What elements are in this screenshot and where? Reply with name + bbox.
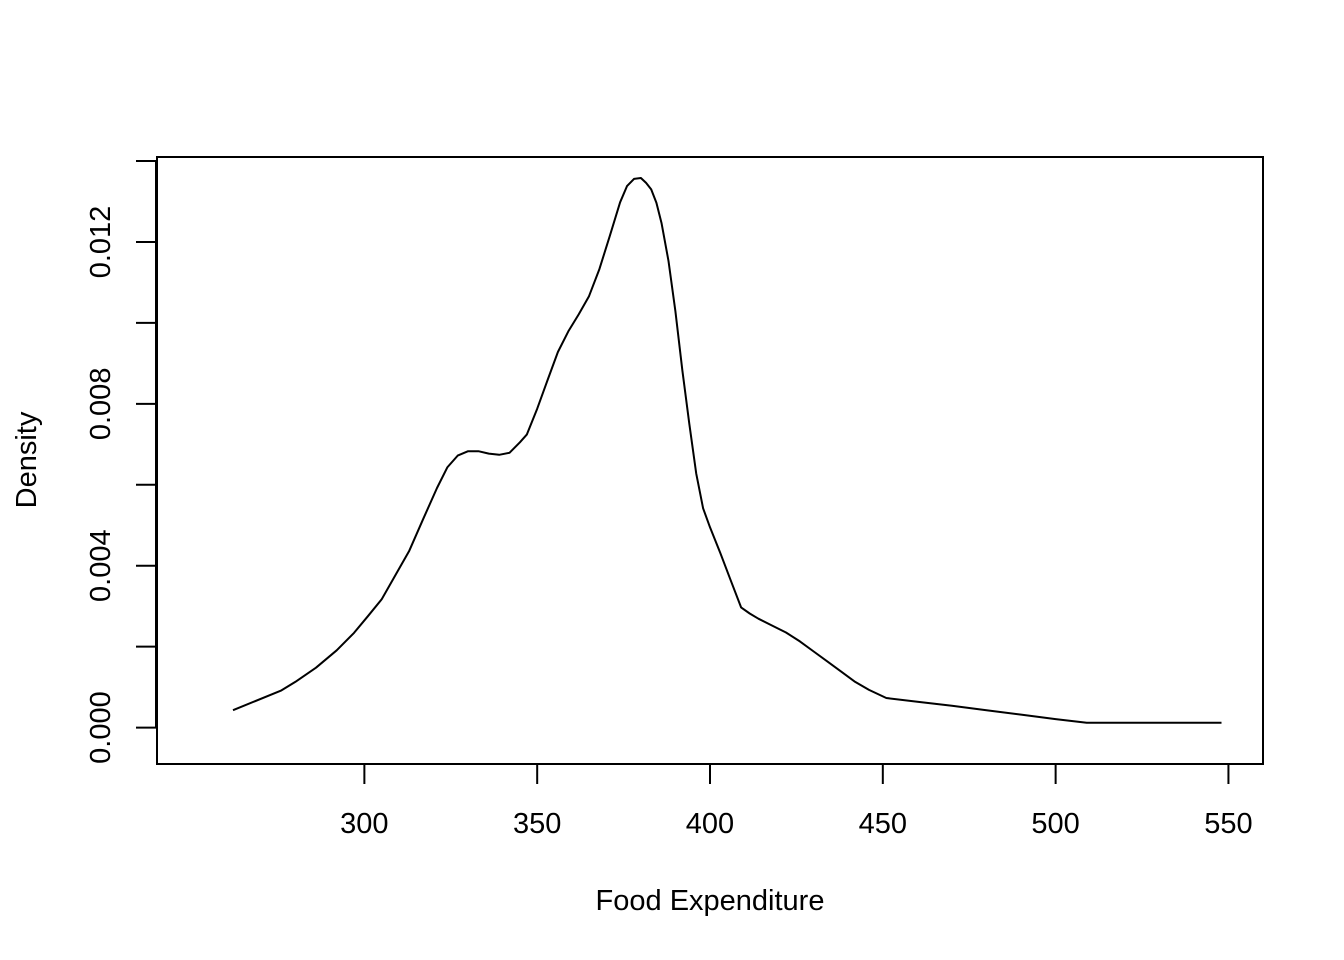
x-tick-label: 400 [686,808,734,840]
y-tick-label: 0.000 [85,691,117,764]
x-tick-label: 550 [1204,808,1252,840]
x-axis-title: Food Expenditure [596,885,825,917]
x-tick-label: 350 [513,808,561,840]
y-axis: 0.000 0.004 0.008 0.012 [85,160,157,764]
x-axis: 300 350 400 450 500 550 [340,763,1253,840]
y-tick-label: 0.004 [85,529,117,602]
x-tick-label: 450 [859,808,907,840]
y-axis-title: Density [11,411,43,508]
density-line [232,177,1222,724]
y-tick-label: 0.012 [85,206,117,279]
x-tick-label: 300 [340,808,388,840]
x-tick-label: 500 [1031,808,1079,840]
y-tick-label: 0.008 [85,368,117,441]
